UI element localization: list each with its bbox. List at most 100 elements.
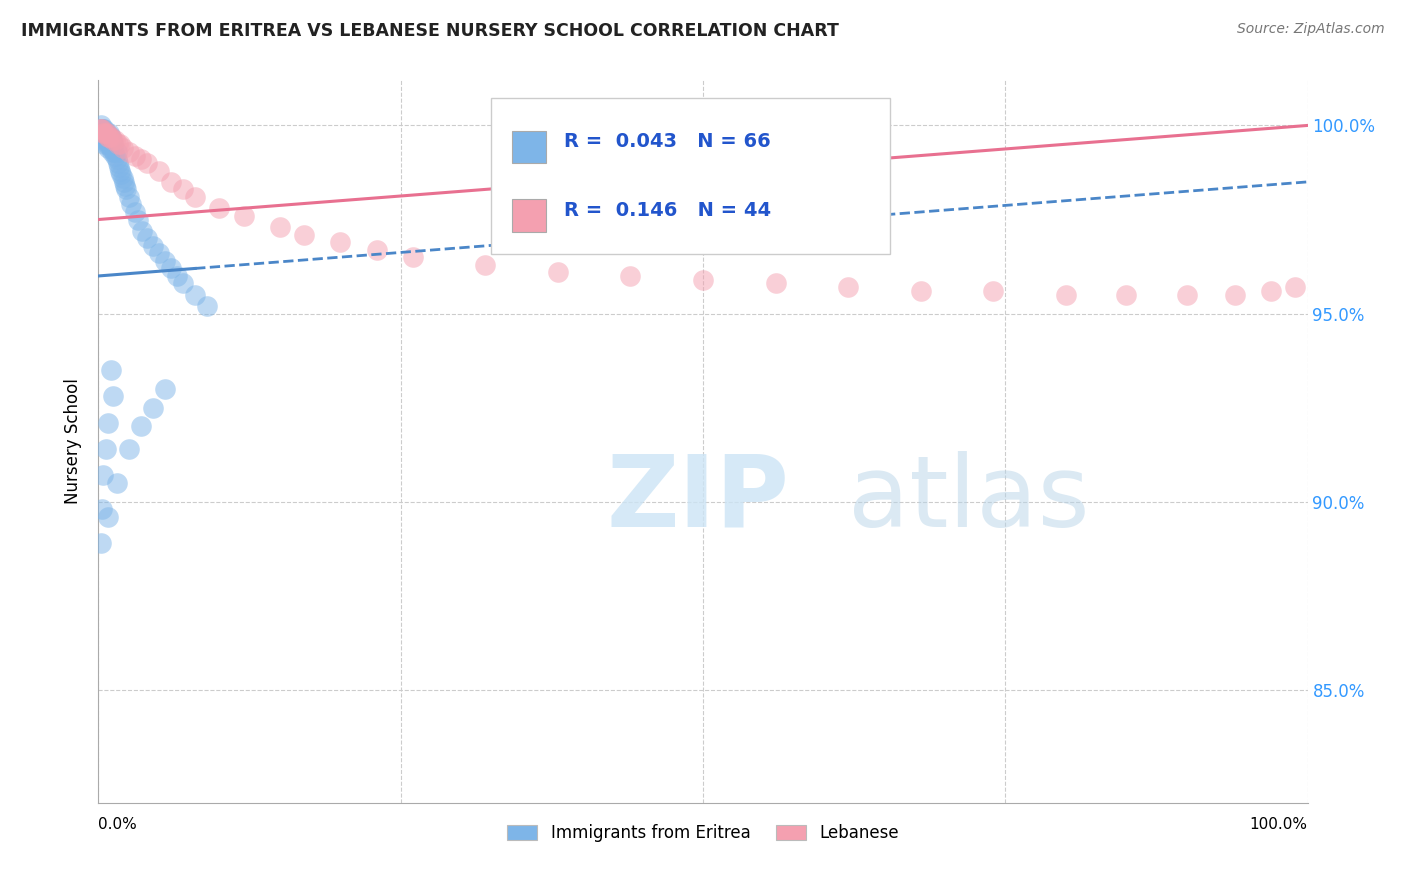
Point xyxy=(105,153,128,167)
Point xyxy=(93,122,115,136)
Point xyxy=(115,182,138,196)
Point xyxy=(98,129,121,144)
Point xyxy=(142,239,165,253)
Point xyxy=(100,129,122,144)
Point xyxy=(160,261,183,276)
Point xyxy=(104,148,127,162)
Point xyxy=(90,122,112,136)
Point xyxy=(1054,287,1077,301)
Point xyxy=(292,227,315,242)
Point xyxy=(108,163,131,178)
Point xyxy=(135,231,157,245)
Point xyxy=(101,134,124,148)
Text: 100.0%: 100.0% xyxy=(1250,817,1308,832)
Point xyxy=(105,475,128,490)
Text: 0.0%: 0.0% xyxy=(98,817,138,832)
Point xyxy=(104,134,127,148)
Point xyxy=(474,258,496,272)
Point xyxy=(103,145,125,159)
Point xyxy=(765,277,787,291)
Point xyxy=(148,246,170,260)
Point xyxy=(195,299,218,313)
Point xyxy=(91,468,114,483)
Point xyxy=(208,201,231,215)
Point xyxy=(100,363,122,377)
Point xyxy=(89,126,111,140)
Point xyxy=(89,122,111,136)
Text: R =  0.146   N = 44: R = 0.146 N = 44 xyxy=(564,201,770,219)
Point xyxy=(105,145,128,159)
Point xyxy=(89,122,111,136)
Point xyxy=(124,148,146,162)
Point xyxy=(93,137,115,152)
Bar xyxy=(512,200,546,232)
Point xyxy=(269,220,291,235)
Point xyxy=(96,137,118,152)
Point xyxy=(111,141,134,155)
Point xyxy=(232,209,254,223)
Point xyxy=(98,126,121,140)
Point xyxy=(153,382,176,396)
Point xyxy=(108,160,131,174)
Point xyxy=(91,126,114,140)
Point xyxy=(692,273,714,287)
Point xyxy=(90,536,112,550)
Point xyxy=(96,126,118,140)
Point xyxy=(166,268,188,283)
Point xyxy=(90,122,112,136)
Point xyxy=(90,119,112,133)
Point xyxy=(172,277,194,291)
Point xyxy=(619,268,641,283)
Point xyxy=(402,250,425,264)
Point xyxy=(118,190,141,204)
Point xyxy=(129,419,152,434)
Point xyxy=(1284,280,1306,294)
Text: atlas: atlas xyxy=(848,450,1090,548)
Point xyxy=(93,129,115,144)
Point xyxy=(129,153,152,167)
Point xyxy=(110,167,132,181)
Point xyxy=(172,182,194,196)
Legend: Immigrants from Eritrea, Lebanese: Immigrants from Eritrea, Lebanese xyxy=(501,817,905,848)
Point xyxy=(131,224,153,238)
Text: IMMIGRANTS FROM ERITREA VS LEBANESE NURSERY SCHOOL CORRELATION CHART: IMMIGRANTS FROM ERITREA VS LEBANESE NURS… xyxy=(21,22,839,40)
Point xyxy=(100,141,122,155)
Point xyxy=(1175,287,1198,301)
Point xyxy=(1260,284,1282,298)
Point xyxy=(91,126,114,140)
Point xyxy=(97,416,120,430)
Point xyxy=(184,287,207,301)
Point xyxy=(90,126,112,140)
Point xyxy=(910,284,932,298)
Point xyxy=(97,129,120,144)
Point xyxy=(101,389,124,403)
Point xyxy=(1115,287,1137,301)
Point xyxy=(547,265,569,279)
Point xyxy=(100,129,122,144)
Point xyxy=(124,205,146,219)
Point xyxy=(153,254,176,268)
Point xyxy=(96,126,118,140)
Point xyxy=(981,284,1004,298)
Point xyxy=(91,122,114,136)
Y-axis label: Nursery School: Nursery School xyxy=(65,378,83,505)
Point xyxy=(142,401,165,415)
Point xyxy=(120,197,142,211)
Point xyxy=(111,171,134,186)
Point xyxy=(135,156,157,170)
Point xyxy=(107,137,129,152)
Point xyxy=(100,145,122,159)
Point xyxy=(101,137,124,152)
Text: ZIP: ZIP xyxy=(606,450,789,548)
Point xyxy=(94,134,117,148)
Point xyxy=(94,442,117,456)
FancyBboxPatch shape xyxy=(492,98,890,253)
Point xyxy=(118,145,141,159)
Point xyxy=(184,190,207,204)
Point xyxy=(94,126,117,140)
Point xyxy=(148,163,170,178)
Point xyxy=(91,126,114,140)
Point xyxy=(100,134,122,148)
Point xyxy=(160,175,183,189)
Point xyxy=(329,235,352,249)
